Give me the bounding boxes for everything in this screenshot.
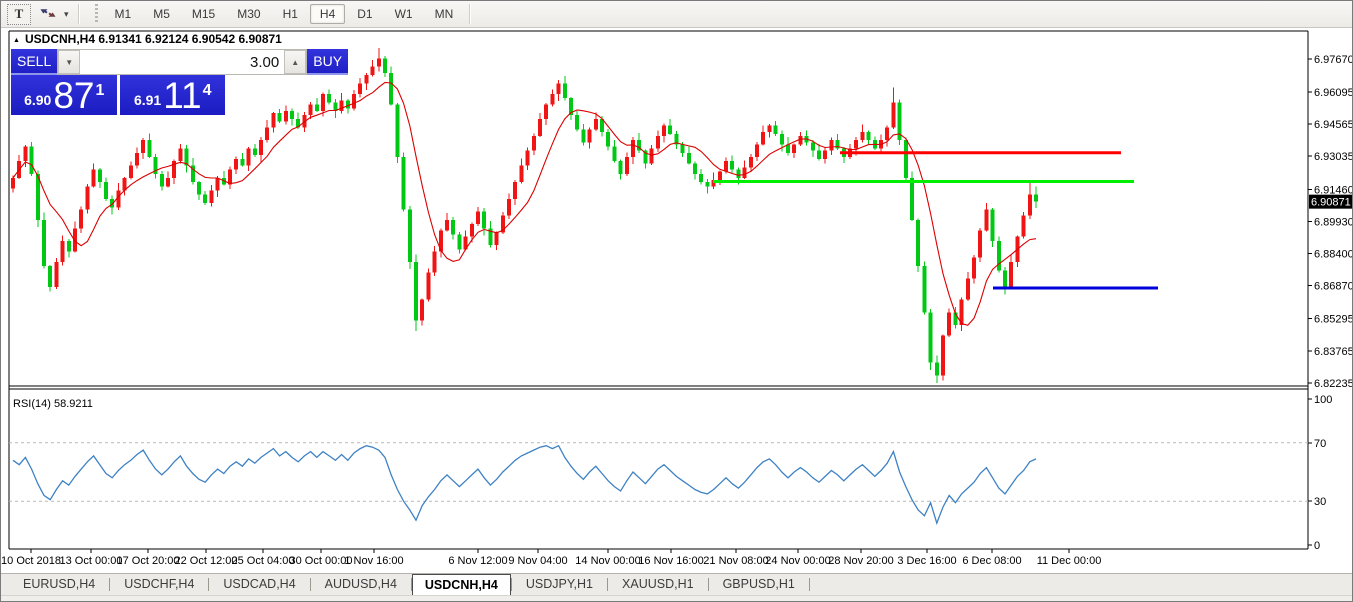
chart-title-ohlc: USDCNH,H4 6.91341 6.92124 6.90542 6.9087… — [25, 32, 282, 46]
time-tick-label: 14 Nov 00:00 — [575, 555, 640, 567]
status-bar — [1, 595, 1352, 601]
tab-separator — [309, 578, 311, 591]
tab-separator — [510, 578, 512, 591]
tab-separator — [109, 578, 111, 591]
chart-tab-audusd-h4[interactable]: AUDUSD,H4 — [324, 577, 397, 591]
current-price-label: 6.90871 — [1311, 197, 1351, 209]
price-tick-label: 6.91460 — [1314, 184, 1353, 196]
sell-price-display[interactable]: 6.90 87 1 — [11, 75, 117, 115]
time-tick-label: 11 Dec 00:00 — [1037, 555, 1102, 567]
chevron-down-icon[interactable]: ▾ — [64, 8, 69, 19]
swap-arrows-icon — [39, 5, 57, 24]
tab-separator — [808, 578, 810, 591]
price-tick-label: 6.86870 — [1314, 281, 1353, 293]
timeframe-button-w1[interactable]: W1 — [385, 4, 423, 24]
chart-tab-usdcad-h4[interactable]: USDCAD,H4 — [223, 577, 296, 591]
chart-tab-usdchf-h4[interactable]: USDCHF,H4 — [124, 577, 195, 591]
time-tick-label: 6 Nov 12:00 — [448, 555, 507, 567]
rsi-tick-label: 30 — [1314, 496, 1326, 508]
volume-decrease-button[interactable]: ▼ — [58, 50, 81, 74]
time-tick-label: 21 Nov 08:00 — [703, 555, 768, 567]
arrows-tool-button[interactable] — [33, 4, 63, 25]
price-tick-label: 6.97670 — [1314, 54, 1353, 66]
tab-separator — [410, 578, 412, 591]
price-tick-label: 6.88400 — [1314, 249, 1353, 261]
sell-price-small: 6.90 — [24, 92, 52, 108]
chart-region: 6.97670 6.96095 6.94565 6.93035 6.91460 6.899… — [1, 28, 1353, 573]
toolbar-grip[interactable] — [94, 4, 98, 24]
time-tick-label: 30 Oct 00:00 — [290, 555, 353, 567]
time-tick-label: 28 Nov 20:00 — [828, 555, 893, 567]
triangle-up-icon: ▲ — [291, 57, 300, 67]
sell-price-sup: 1 — [95, 82, 105, 99]
rsi-tick-label: 0 — [1314, 540, 1320, 552]
time-tick-label: 17 Oct 20:00 — [117, 555, 180, 567]
collapse-triangle-icon: ▲ — [13, 37, 20, 44]
timeframe-button-group: M1 M5 M15 M30 H1 H4 D1 W1 MN — [104, 4, 465, 24]
timeframe-button-h1[interactable]: H1 — [273, 4, 308, 24]
time-tick-label: 3 Dec 16:00 — [897, 555, 956, 567]
price-tick-label: 6.94565 — [1314, 119, 1353, 131]
chart-tab-usdjpy-h1[interactable]: USDJPY,H1 — [525, 577, 594, 591]
toolbar-separator — [469, 4, 472, 24]
buy-price-display[interactable]: 6.91 11 4 — [119, 75, 225, 116]
toolbar-separator — [77, 4, 80, 24]
time-tick-label: 13 Oct 00:00 — [60, 555, 123, 567]
timeframe-button-m15[interactable]: M15 — [182, 4, 225, 24]
time-tick-label: 25 Oct 04:00 — [232, 555, 295, 567]
time-tick-label: 24 Nov 00:00 — [765, 555, 830, 567]
time-tick-label: 16 Nov 16:00 — [638, 555, 703, 567]
chart-tab-xauusd-h1[interactable]: XAUUSD,H1 — [622, 577, 694, 591]
triangle-down-icon: ▼ — [65, 57, 74, 67]
time-tick-label: 22 Oct 12:00 — [175, 555, 238, 567]
timeframe-button-d1[interactable]: D1 — [347, 4, 382, 24]
tab-separator — [607, 578, 609, 591]
time-tick-label: 10 Oct 2018 — [1, 555, 61, 567]
volume-stepper: ▼ ▲ — [57, 49, 308, 75]
tab-separator — [208, 578, 210, 591]
time-tick-label: 6 Dec 08:00 — [962, 555, 1021, 567]
time-tick-label: 1 Nov 16:00 — [344, 555, 403, 567]
buy-price-small: 6.91 — [133, 92, 162, 108]
timeframe-button-h4[interactable]: H4 — [309, 4, 346, 24]
chart-tab-gbpusd-h1[interactable]: GBPUSD,H1 — [722, 577, 795, 591]
timeframe-button-m5[interactable]: M5 — [143, 4, 180, 24]
timeframe-button-m30[interactable]: M30 — [227, 4, 270, 24]
timeframe-button-mn[interactable]: MN — [425, 4, 464, 24]
rsi-line — [12, 444, 1037, 526]
volume-increase-button[interactable]: ▲ — [284, 50, 307, 74]
rsi-label: RSI(14) 58.9211 — [13, 398, 93, 410]
sell-button[interactable]: SELL — [11, 49, 58, 75]
volume-input[interactable] — [80, 50, 285, 74]
buy-price-sup: 4 — [202, 82, 212, 99]
price-tick-label: 6.89930 — [1314, 216, 1353, 228]
buy-button[interactable]: BUY — [307, 49, 349, 75]
price-tick-label: 6.93035 — [1314, 151, 1353, 163]
buy-price-big: 11 — [163, 75, 202, 116]
sell-price-big: 87 — [53, 75, 95, 116]
moving-average-line — [12, 81, 1037, 326]
quote-panel: SELL ▼ ▲ BUY 6.90 87 1 6.91 11 4 — [11, 49, 349, 116]
chart-tab-usdcnh-h4[interactable]: USDCNH,H4 — [411, 574, 511, 596]
chart-tab-eurusd-h4[interactable]: EURUSD,H4 — [23, 577, 96, 591]
current-price-tag — [1309, 194, 1352, 209]
timeframe-button-m1[interactable]: M1 — [105, 4, 142, 24]
time-tick-label: 9 Nov 04:00 — [508, 555, 567, 567]
price-tick-label: 6.85295 — [1314, 314, 1353, 326]
tab-separator — [707, 578, 709, 591]
rsi-tick-label: 70 — [1314, 438, 1326, 450]
top-toolbar: T ▾ M1 M5 M15 M30 H1 H4 D1 W1 MN — [1, 1, 1352, 28]
chart-tab-bar: EURUSD,H4 USDCHF,H4 USDCAD,H4 AUDUSD,H4 USDC… — [1, 573, 1352, 596]
price-tick-label: 6.83765 — [1314, 346, 1353, 358]
text-tool-button[interactable]: T — [7, 3, 31, 25]
chart-canvas[interactable]: 6.97670 6.96095 6.94565 6.93035 6.91460 6.899… — [1, 28, 1353, 573]
rsi-tick-label: 100 — [1314, 394, 1332, 406]
price-tick-label: 6.96095 — [1314, 87, 1353, 99]
price-tick-label: 6.82235 — [1314, 378, 1353, 390]
